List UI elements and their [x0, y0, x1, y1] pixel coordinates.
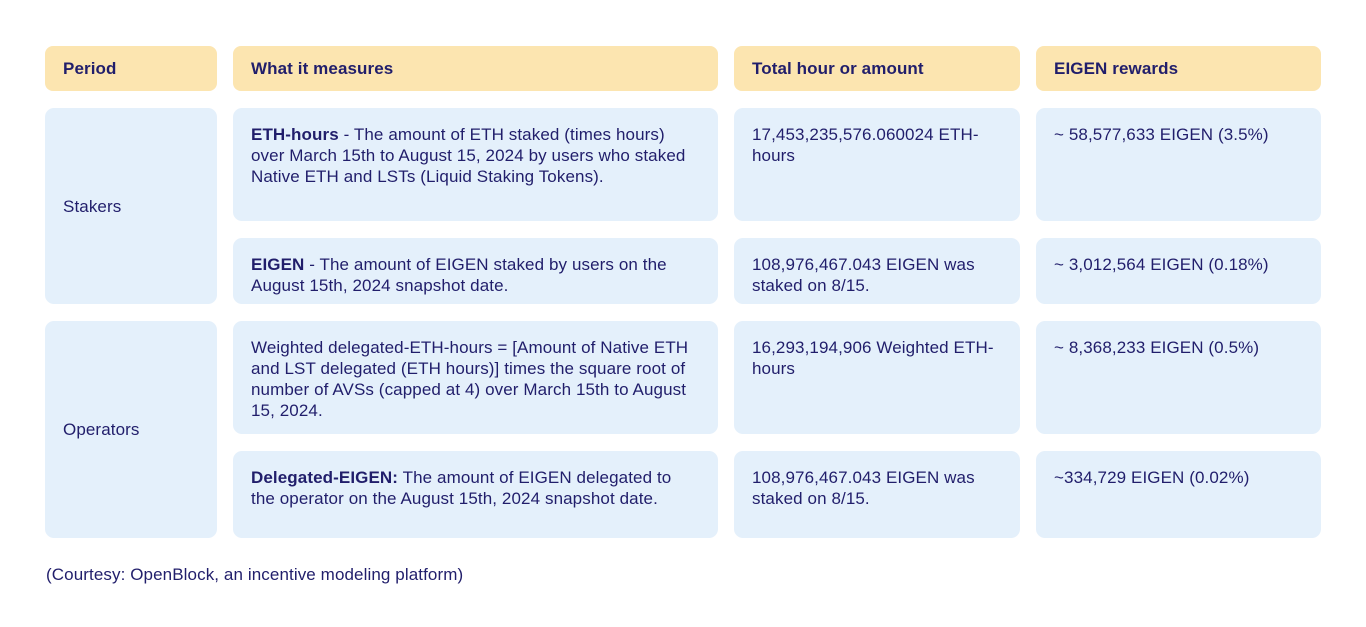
measure-description: - The amount of EIGEN staked by users on…: [251, 255, 667, 295]
rewards-cell-weighted-delegated-eth-hours: ~ 8,368,233 EIGEN (0.5%): [1036, 321, 1321, 434]
rewards-cell-eigen: ~ 3,012,564 EIGEN (0.18%): [1036, 238, 1321, 304]
measure-cell-eth-hours: ETH-hours - The amount of ETH staked (ti…: [233, 108, 718, 221]
measure-term: EIGEN: [251, 255, 305, 274]
period-label: Operators: [63, 420, 140, 439]
column-header-period: Period: [45, 46, 217, 91]
total-cell-delegated-eigen: 108,976,467.043 EIGEN was staked on 8/15…: [734, 451, 1020, 538]
period-label: Stakers: [63, 196, 122, 216]
column-header-total-hour-or-amount: Total hour or amount: [734, 46, 1020, 91]
rewards-cell-eth-hours: ~ 58,577,633 EIGEN (3.5%): [1036, 108, 1321, 221]
measure-description: The amount of EIGEN delegated to the ope…: [251, 468, 672, 508]
measure-description: Weighted delegated-ETH-hours = [Amount o…: [251, 338, 689, 420]
column-header-what-it-measures: What it measures: [233, 46, 718, 91]
period-cell-operators: Operators: [45, 321, 217, 538]
measure-term: ETH-hours: [251, 125, 339, 144]
courtesy-caption: (Courtesy: OpenBlock, an incentive model…: [46, 565, 464, 584]
measure-cell-eigen: EIGEN - The amount of EIGEN staked by us…: [233, 238, 718, 304]
measure-term: Delegated-EIGEN:: [251, 468, 399, 487]
total-cell-eth-hours: 17,453,235,576.060024 ETH-hours: [734, 108, 1020, 221]
period-cell-stakers: Stakers: [45, 108, 217, 304]
column-header-eigen-rewards: EIGEN rewards: [1036, 46, 1321, 91]
measure-cell-weighted-delegated-eth-hours: Weighted delegated-ETH-hours = [Amount o…: [233, 321, 718, 434]
measure-description: - The amount of ETH staked (times hours)…: [251, 125, 686, 186]
total-cell-weighted-delegated-eth-hours: 16,293,194,906 Weighted ETH-hours: [734, 321, 1020, 434]
rewards-table: Period What it measures Total hour or am…: [45, 46, 1321, 538]
measure-cell-delegated-eigen: Delegated-EIGEN: The amount of EIGEN del…: [233, 451, 718, 538]
rewards-cell-delegated-eigen: ~334,729 EIGEN (0.02%): [1036, 451, 1321, 538]
total-cell-eigen: 108,976,467.043 EIGEN was staked on 8/15…: [734, 238, 1020, 304]
